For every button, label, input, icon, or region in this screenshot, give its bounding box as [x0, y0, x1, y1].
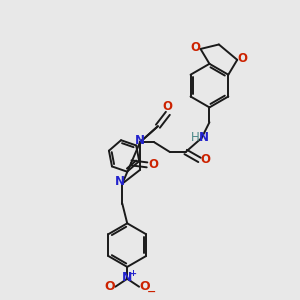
Text: N: N — [199, 130, 208, 144]
Text: H: H — [191, 130, 200, 144]
Text: O: O — [163, 100, 173, 113]
Text: O: O — [104, 280, 115, 293]
Text: O: O — [140, 280, 150, 293]
Text: +: + — [129, 269, 136, 278]
Text: O: O — [148, 158, 158, 171]
Text: N: N — [122, 271, 132, 284]
Text: N: N — [115, 175, 125, 188]
Text: N: N — [135, 134, 145, 147]
Text: O: O — [200, 153, 211, 167]
Text: −: − — [147, 287, 157, 297]
Text: O: O — [237, 52, 247, 65]
Text: O: O — [190, 41, 201, 55]
